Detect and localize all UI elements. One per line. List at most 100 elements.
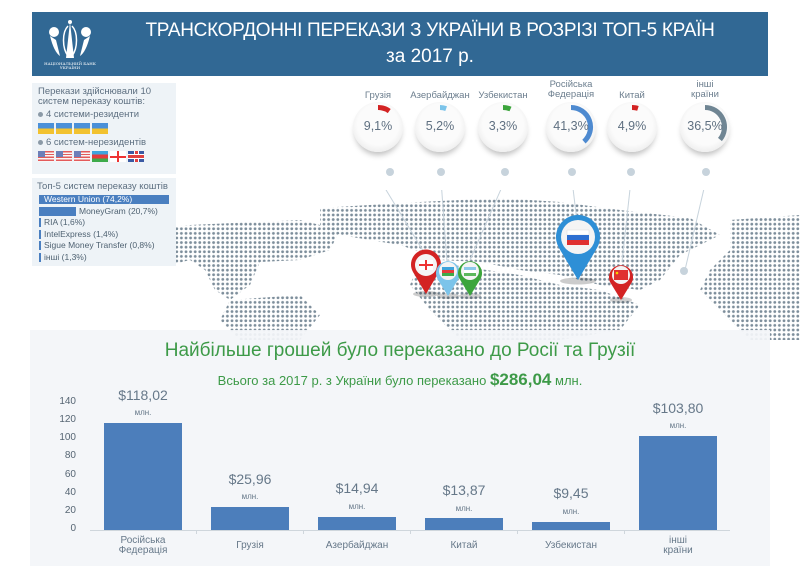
bubble-label-russia-line1: Російська (549, 79, 593, 90)
bar-category-azerbaijan: Азербайджан (325, 540, 389, 551)
bubble-label-georgia: Грузія (364, 90, 392, 101)
azerbaijan-flag-icon (442, 267, 454, 276)
georgia-flag-icon (110, 151, 126, 162)
system-label: інші (1,3%) (44, 251, 87, 262)
top5-systems-panel: Топ-5 систем переказу коштів Western Uni… (32, 178, 176, 266)
bar-georgia (211, 507, 289, 530)
usa-flag-icon (74, 151, 90, 162)
bar-category-russia: Російська Федерація (88, 536, 198, 556)
system-label: IntelExpress (1,4%) (44, 228, 119, 239)
x-tick (410, 530, 411, 534)
share-arc-uzbekistan (503, 104, 512, 112)
bar-value-russia: $118,02 (118, 387, 168, 403)
bar-category-georgia: Грузія (236, 540, 264, 551)
china-flag-icon (614, 270, 628, 280)
subline-suffix: млн. (551, 373, 583, 388)
usa-flag-icon (56, 151, 72, 162)
system-row-moneygram: MoneyGram (20,7%) (36, 206, 172, 218)
y-tick-label: 100 (59, 432, 76, 443)
subline-prefix: Всього за 2017 р. з України було переказ… (217, 373, 490, 388)
bar-category-china: Китай (450, 540, 478, 551)
category-line: країни (663, 545, 693, 556)
share-bubble-azerbaijan: 5,2% (415, 102, 465, 152)
bar-value-azerbaijan: $14,94 (335, 480, 379, 496)
system-share-bar (39, 241, 41, 251)
share-bubble-uzbekistan: 3,3% (478, 102, 528, 152)
share-bubble-georgia: 9,1% (353, 102, 403, 152)
bubble-label-russia-line2: Федерація (547, 89, 595, 100)
y-tick-label: 40 (64, 487, 76, 498)
map-pin-uzbekistan[interactable] (457, 258, 483, 300)
map-pin-russia[interactable] (554, 214, 602, 286)
systems-info-line1: Перекази здійснювали 10 (38, 86, 152, 97)
chart-subline: Всього за 2017 р. з України було переказ… (30, 370, 770, 390)
system-row-intelexpress: IntelExpress (1,4%) (36, 229, 172, 241)
share-value: 41,3% (553, 119, 589, 133)
bar-category-other: інші країни (623, 536, 733, 556)
ukraine-flag-icon (38, 123, 54, 134)
map-pin-china[interactable] (608, 262, 634, 304)
share-arc-georgia (378, 104, 391, 114)
share-value: 36,5% (687, 119, 723, 133)
bubble-label-russia: Російська Федерація (531, 80, 611, 100)
residents-label: 4 системи-резиденти (46, 109, 140, 120)
nonresidents-label: 6 систем-нерезидентів (46, 137, 147, 148)
y-tick-label: 120 (59, 414, 76, 425)
system-row-ria: RIA (1,6%) (36, 217, 172, 229)
system-share-bar (39, 206, 76, 216)
nonresidents-flags (38, 151, 170, 162)
bar-china (425, 518, 503, 530)
share-value: 3,3% (488, 119, 518, 133)
system-row-western-union: Western Union (74,2%) (36, 194, 172, 206)
bar-unit-uzbekistan: млн. (562, 507, 580, 516)
system-share-bar (39, 229, 41, 239)
nbu-emblem-icon (49, 20, 91, 58)
bar-unit-china: млн. (455, 504, 473, 513)
bar-other (639, 436, 717, 530)
bar-azerbaijan (318, 517, 396, 530)
map-pin-georgia[interactable] (410, 248, 442, 298)
y-tick-label: 20 (64, 505, 76, 516)
category-line: інші (669, 535, 687, 546)
system-label: MoneyGram (20,7%) (79, 205, 158, 216)
chart-headline: Найбільше грошей було переказано до Росі… (164, 340, 636, 361)
uzbekistan-flag-icon (464, 267, 476, 276)
page-subtitle-year: за 2017 р. (386, 46, 474, 67)
connector-dot-uzbekistan (501, 168, 509, 176)
share-arc-russia (571, 104, 594, 144)
system-row-sigue: Sigue Money Transfer (0,8%) (36, 240, 172, 252)
connector-dot-georgia (386, 168, 394, 176)
connector-dot-russia (568, 168, 576, 176)
bubble-label-other-line2: країни (691, 89, 719, 100)
x-tick (517, 530, 518, 534)
connector-dot-azerbaijan (437, 168, 445, 176)
bar-russia (104, 423, 182, 530)
bar-unit-other: млн. (669, 421, 687, 430)
residents-row: 4 системи-резиденти (38, 110, 170, 120)
share-value: 4,9% (617, 119, 647, 133)
bubble-label-china: Китай (619, 90, 645, 101)
ukraine-flag-icon (92, 123, 108, 134)
nbu-logo: НАЦІОНАЛЬНИЙ БАНК УКРАЇНИ (44, 18, 96, 70)
bullet-icon (38, 111, 43, 117)
map-pin-azerbaijan[interactable] (435, 258, 461, 300)
bar-uzbekistan (532, 522, 610, 530)
x-tick (196, 530, 197, 534)
share-value: 9,1% (363, 119, 393, 133)
y-tick-label: 80 (64, 450, 76, 461)
share-value: 5,2% (425, 119, 455, 133)
system-label: RIA (1,6%) (44, 217, 86, 228)
header-banner: НАЦІОНАЛЬНИЙ БАНК УКРАЇНИ ТРАНСКОРДОННІ … (32, 12, 768, 76)
russia-flag-icon (566, 229, 590, 245)
system-row-other: інші (1,3%) (36, 252, 172, 264)
y-tick-label: 0 (70, 523, 76, 534)
systems-info-line2: систем переказу коштів: (38, 96, 145, 107)
bar-category-uzbekistan: Узбекистан (545, 540, 597, 551)
systems-info-panel: Перекази здійснювали 10 систем переказу … (32, 83, 176, 174)
share-arc-other (705, 105, 728, 142)
ukraine-flag-icon (56, 123, 72, 134)
georgia-flag-icon (419, 260, 433, 270)
system-label: Western Union (74,2%) (44, 194, 133, 204)
x-tick (624, 530, 625, 534)
share-arc-azerbaijan (440, 105, 447, 111)
